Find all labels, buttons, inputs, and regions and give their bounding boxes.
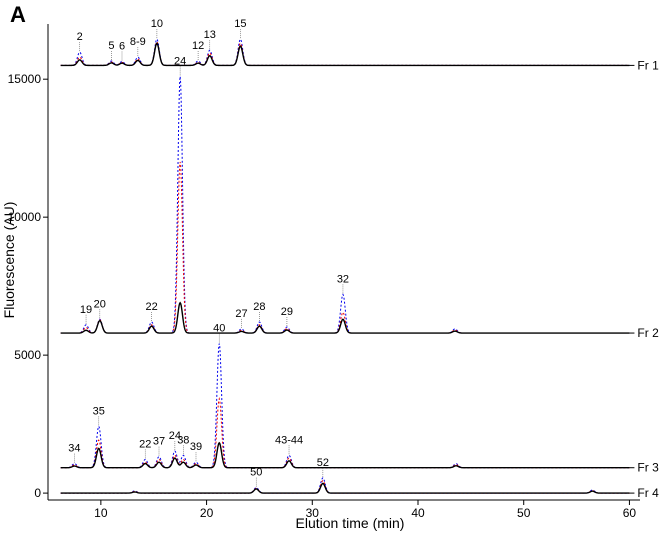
fraction-group xyxy=(60,38,630,67)
peak-label: 2 xyxy=(77,31,83,43)
trace-line xyxy=(60,42,630,67)
fraction-group xyxy=(60,477,630,494)
trace-line xyxy=(60,480,630,494)
trace-line xyxy=(60,482,630,494)
peak-label: 5 xyxy=(108,40,114,52)
panel-letter: A xyxy=(10,2,26,27)
trace-line xyxy=(60,477,630,494)
peak-label: 39 xyxy=(190,441,202,453)
peak-label: 27 xyxy=(235,308,247,320)
peak-label: 22 xyxy=(139,438,151,450)
peak-label: 40 xyxy=(213,323,225,335)
x-tick-label: 60 xyxy=(623,506,637,520)
fraction-label: Fr 3 xyxy=(637,461,659,475)
peak-label: 43-44 xyxy=(275,434,303,446)
peak-label: 19 xyxy=(80,304,92,316)
fraction-label: Fr 1 xyxy=(637,58,659,72)
peak-label: 38 xyxy=(177,434,189,446)
peak-label: 28 xyxy=(253,301,265,313)
x-tick-label: 50 xyxy=(517,506,531,520)
trace-line xyxy=(60,38,630,66)
x-tick-label: 10 xyxy=(94,506,108,520)
peak-label: 13 xyxy=(204,29,216,41)
peak-label: 24 xyxy=(169,430,181,442)
peak-label: 6 xyxy=(119,41,125,53)
peak-label: 34 xyxy=(68,443,80,455)
y-tick-label: 0 xyxy=(34,486,41,500)
peak-label: 12 xyxy=(192,40,204,52)
peak-label: 29 xyxy=(281,306,293,318)
peak-label: 50 xyxy=(250,467,262,479)
y-tick-label: 15000 xyxy=(8,72,42,86)
x-tick-label: 20 xyxy=(200,506,214,520)
tick-layer: 10 20 30 40 50 60 0 5000 10000 15000 xyxy=(8,72,637,520)
trace-line xyxy=(60,76,630,334)
fraction-group xyxy=(60,76,630,334)
trace-line xyxy=(60,396,630,469)
fraction-label: Fr 2 xyxy=(637,326,659,340)
trace-line xyxy=(60,441,630,469)
trace-line xyxy=(60,41,630,66)
peak-label: 22 xyxy=(145,301,157,313)
y-tick-label: 10000 xyxy=(8,210,42,224)
peak-label: 37 xyxy=(153,436,165,448)
peak-label: 15 xyxy=(234,18,246,30)
axes-layer xyxy=(47,24,640,501)
trace-layer xyxy=(60,38,630,494)
peak-label: 24 xyxy=(174,55,186,67)
peak-label: 10 xyxy=(151,18,163,30)
x-tick-label: 30 xyxy=(306,506,320,520)
peak-label: 20 xyxy=(94,298,106,310)
fraction-group xyxy=(60,343,630,469)
x-axis-title: Elution time (min) xyxy=(296,515,405,531)
peak-label: 35 xyxy=(93,405,105,417)
x-tick-label: 40 xyxy=(411,506,425,520)
peak-label: 32 xyxy=(337,273,349,285)
peak-label: 52 xyxy=(317,457,329,469)
trace-line xyxy=(60,301,630,334)
y-axis-title: Fluorescence (AU) xyxy=(1,202,17,319)
fraction-label: Fr 4 xyxy=(637,486,659,500)
y-tick-label: 5000 xyxy=(14,348,41,362)
peak-label: 8-9 xyxy=(130,36,146,48)
